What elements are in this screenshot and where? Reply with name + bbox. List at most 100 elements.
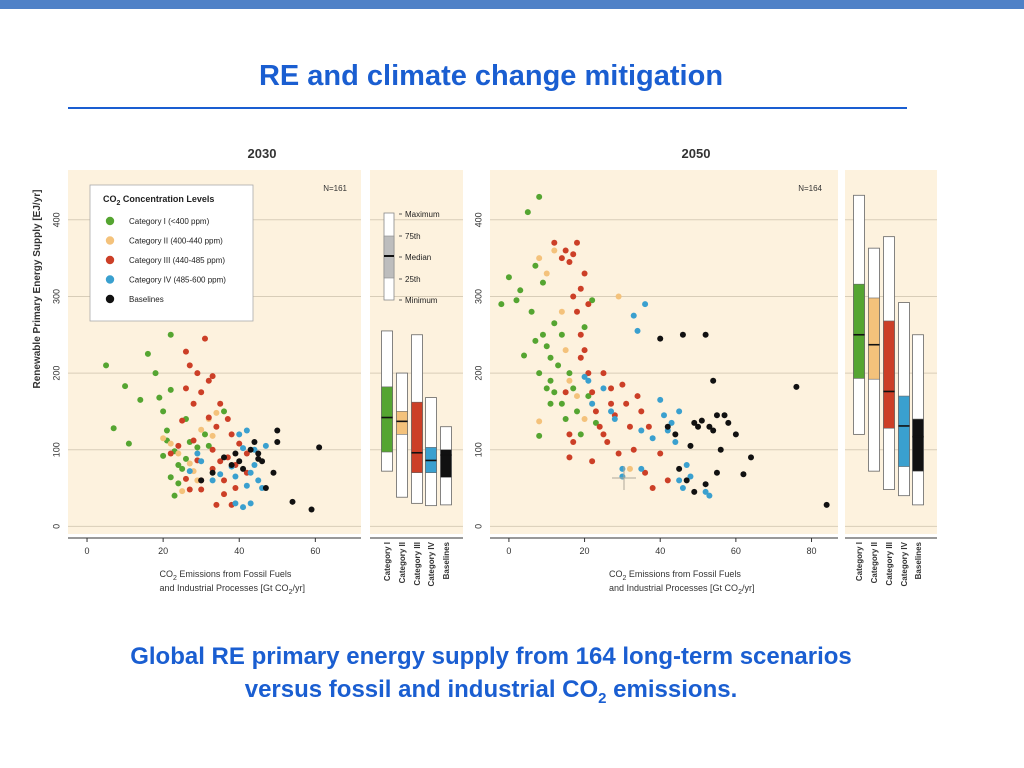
panel-2050-point-cat3 [585, 370, 592, 377]
panel-2050-point-cat1 [517, 287, 524, 294]
panel-2050-point-cat4 [661, 412, 667, 419]
panel-2050-xlabel-line1-sub: 2 [623, 575, 627, 582]
panel-2030-point-cat3 [205, 377, 212, 384]
panel-2050-point-cat1 [558, 331, 565, 338]
panel-2050-ytick-label: 0 [473, 524, 483, 529]
panel-2050-point-cat2 [536, 255, 543, 262]
panel-2030-point-cat1 [160, 452, 167, 459]
panel-2050-point-cat2 [626, 465, 633, 472]
panel-2050-point-baselines [702, 331, 709, 338]
panel-2050-point-cat2 [566, 377, 573, 384]
panel-2050-point-cat4 [683, 462, 690, 469]
panel-2030-point-baselines [308, 506, 315, 513]
panel-2030-point-cat3 [190, 400, 197, 407]
panel-2050-point-cat3 [574, 239, 580, 246]
panel-2050-point-cat4 [668, 419, 675, 426]
panel-2050-point-cat1 [547, 400, 554, 407]
panel-2050-box-iqr-cat1 [853, 283, 865, 379]
panel-2030-point-cat4 [240, 504, 247, 511]
panel-2050-point-baselines [702, 481, 709, 488]
panel-2030-point-baselines [255, 455, 262, 462]
panel-2030-point-cat4 [232, 500, 239, 507]
panel-2030-point-cat3 [224, 416, 231, 423]
panel-2050-point-cat3 [657, 450, 664, 457]
panel-2050-point-cat1 [547, 354, 554, 361]
panel-2030-xlabel-line1-sub: 2 [173, 575, 177, 582]
panel-2050-point-baselines [687, 442, 694, 449]
panel-2030-point-cat3 [236, 440, 243, 447]
panel-2030-point-baselines [236, 458, 243, 465]
legend-label-cat4: Category IV (485-600 ppm) [129, 276, 226, 285]
legend-title-end: Concentration Levels [120, 194, 214, 204]
panel-2030-point-cat4 [194, 450, 201, 457]
panel-2050-point-cat3 [562, 247, 569, 254]
panel-2030-point-cat2 [213, 409, 220, 416]
panel-2030-point-baselines [274, 427, 281, 434]
panel-2050-point-cat3 [570, 293, 577, 300]
panel-2050-point-baselines [664, 423, 671, 430]
panel-2030-point-cat1 [152, 370, 159, 377]
panel-2030-point-baselines [228, 462, 235, 469]
panel-2030-ytick-label: 200 [51, 366, 61, 381]
panel-2050-point-cat4 [672, 439, 679, 446]
panel-2050-point-cat1 [555, 362, 562, 369]
panel-2050-category-label: Category III [885, 542, 894, 586]
panel-2030-category-label: Category III [413, 542, 422, 586]
panel-2050-point-cat3 [596, 423, 603, 430]
panel-2030-point-cat4 [217, 471, 224, 478]
panel-2050-point-cat4 [608, 408, 615, 415]
panel-2050-box-iqr-cat3 [883, 320, 895, 429]
title-underline [68, 107, 907, 109]
panel-2030-point-cat3 [228, 431, 235, 438]
panel-2050-point-cat4 [676, 477, 683, 484]
panel-2050-point-cat1 [562, 416, 569, 423]
panel-2050-point-baselines [706, 423, 713, 430]
panel-2030-point-cat3 [194, 370, 201, 377]
panel-2030-category-label: Category II [398, 542, 407, 583]
box-legend-label: 25th [405, 275, 421, 284]
panel-2050-point-cat1 [513, 297, 520, 304]
panel-2030-point-cat1 [167, 386, 174, 393]
panel-2030-point-cat1 [156, 394, 163, 401]
panel-2030-point-cat1 [175, 480, 182, 487]
panel-2030-xtick-label: 20 [158, 546, 168, 556]
panel-2050-point-cat3 [585, 301, 592, 308]
panel-2030-point-cat3 [217, 400, 224, 407]
panel-2030-point-cat4 [198, 458, 205, 465]
panel-2030-point-cat3 [198, 486, 205, 493]
panel-2050-ytick-label: 100 [473, 442, 483, 457]
panel-2030-xtick-label: 0 [85, 546, 90, 556]
panel-2050-point-cat1 [566, 370, 573, 377]
panel-2030-point-cat3 [179, 417, 186, 424]
panel-2050-point-cat3 [581, 347, 588, 354]
panel-2050-point-cat1 [592, 419, 599, 426]
panel-2050-point-cat3 [570, 439, 577, 446]
panel-2050-xtick-label: 60 [731, 546, 741, 556]
panel-2030-point-cat3 [232, 485, 239, 492]
panel-2050-point-baselines [713, 469, 720, 476]
panel-2030-xtick-label: 40 [234, 546, 244, 556]
panel-2050-point-cat3 [608, 385, 615, 392]
legend-label-cat1: Category I (<400 ppm) [129, 217, 210, 226]
panel-2050-point-cat1 [551, 320, 558, 327]
panel-2030-ytick-label: 300 [51, 289, 61, 304]
panel-2050-point-cat2 [543, 270, 550, 277]
panel-2050-point-cat1 [524, 209, 531, 216]
panel-2030-point-baselines [240, 465, 247, 472]
panel-2030-point-cat3 [201, 335, 208, 342]
panel-2050-point-cat1 [536, 370, 543, 377]
panel-2030-point-cat1 [122, 383, 129, 390]
panel-2050-point-baselines [725, 419, 732, 426]
panel-2050-point-cat4 [649, 435, 656, 442]
panel-2030-point-cat4 [262, 442, 269, 449]
panel-2050-point-cat3 [574, 308, 580, 315]
panel-2030-point-cat2 [160, 435, 167, 442]
top-accent-bar [0, 0, 1024, 9]
panel-2050-point-cat4 [585, 377, 592, 384]
panel-2030-point-cat3 [209, 446, 216, 453]
panel-2050-point-cat2 [574, 393, 580, 400]
panel-2050-point-cat3 [626, 423, 633, 430]
legend-title-sub: 2 [117, 200, 121, 207]
panel-2030-point-cat3 [182, 475, 189, 482]
panel-2030-point-cat1 [163, 427, 170, 434]
